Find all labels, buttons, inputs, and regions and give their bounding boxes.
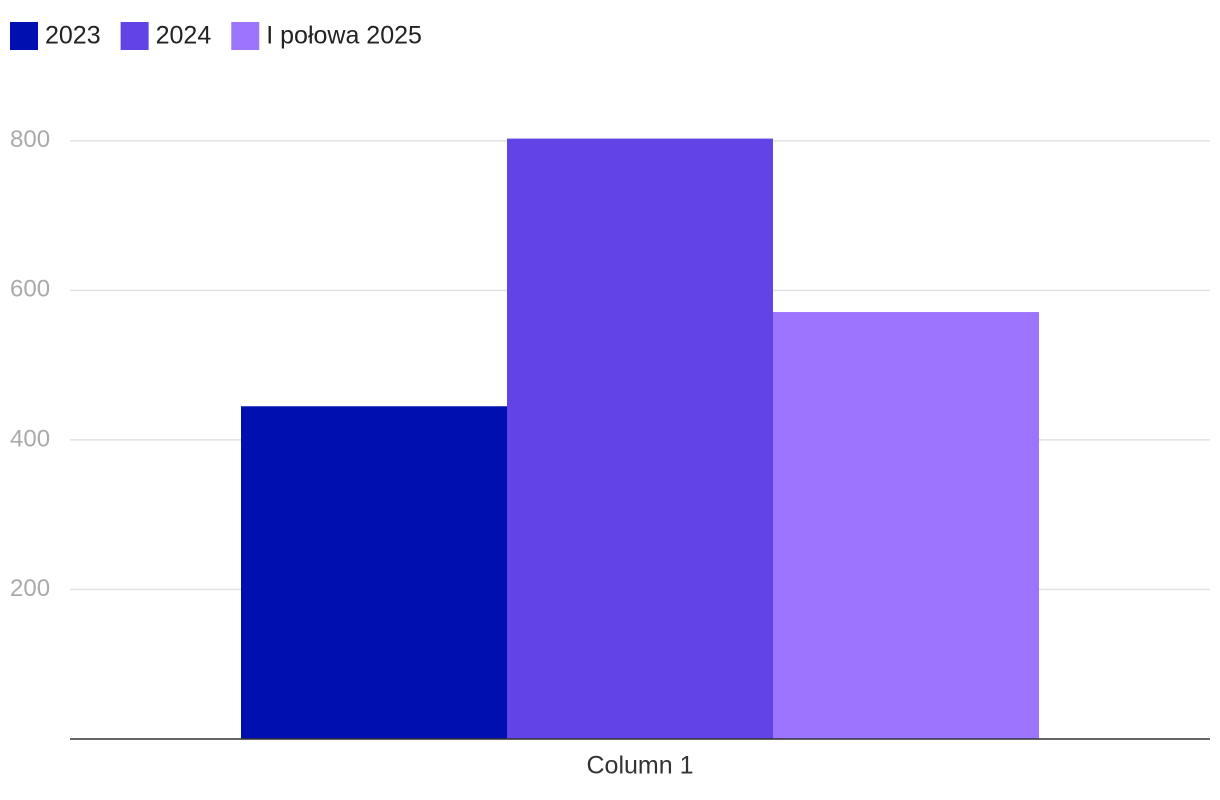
legend-label: 2023 (45, 22, 101, 50)
legend-swatch (120, 22, 149, 50)
y-tick-label: 600 (10, 276, 50, 303)
x-tick-label: Column 1 (587, 752, 694, 780)
y-tick-label: 800 (10, 126, 50, 153)
legend-label: 2024 (156, 22, 212, 50)
bar (507, 138, 773, 739)
legend-swatch (10, 22, 38, 50)
y-tick-label: 200 (10, 575, 50, 602)
bar (773, 312, 1039, 739)
y-tick-label: 400 (10, 425, 50, 452)
bar (241, 406, 507, 739)
legend-swatch (231, 22, 260, 50)
legend-label: I połowa 2025 (266, 22, 422, 50)
